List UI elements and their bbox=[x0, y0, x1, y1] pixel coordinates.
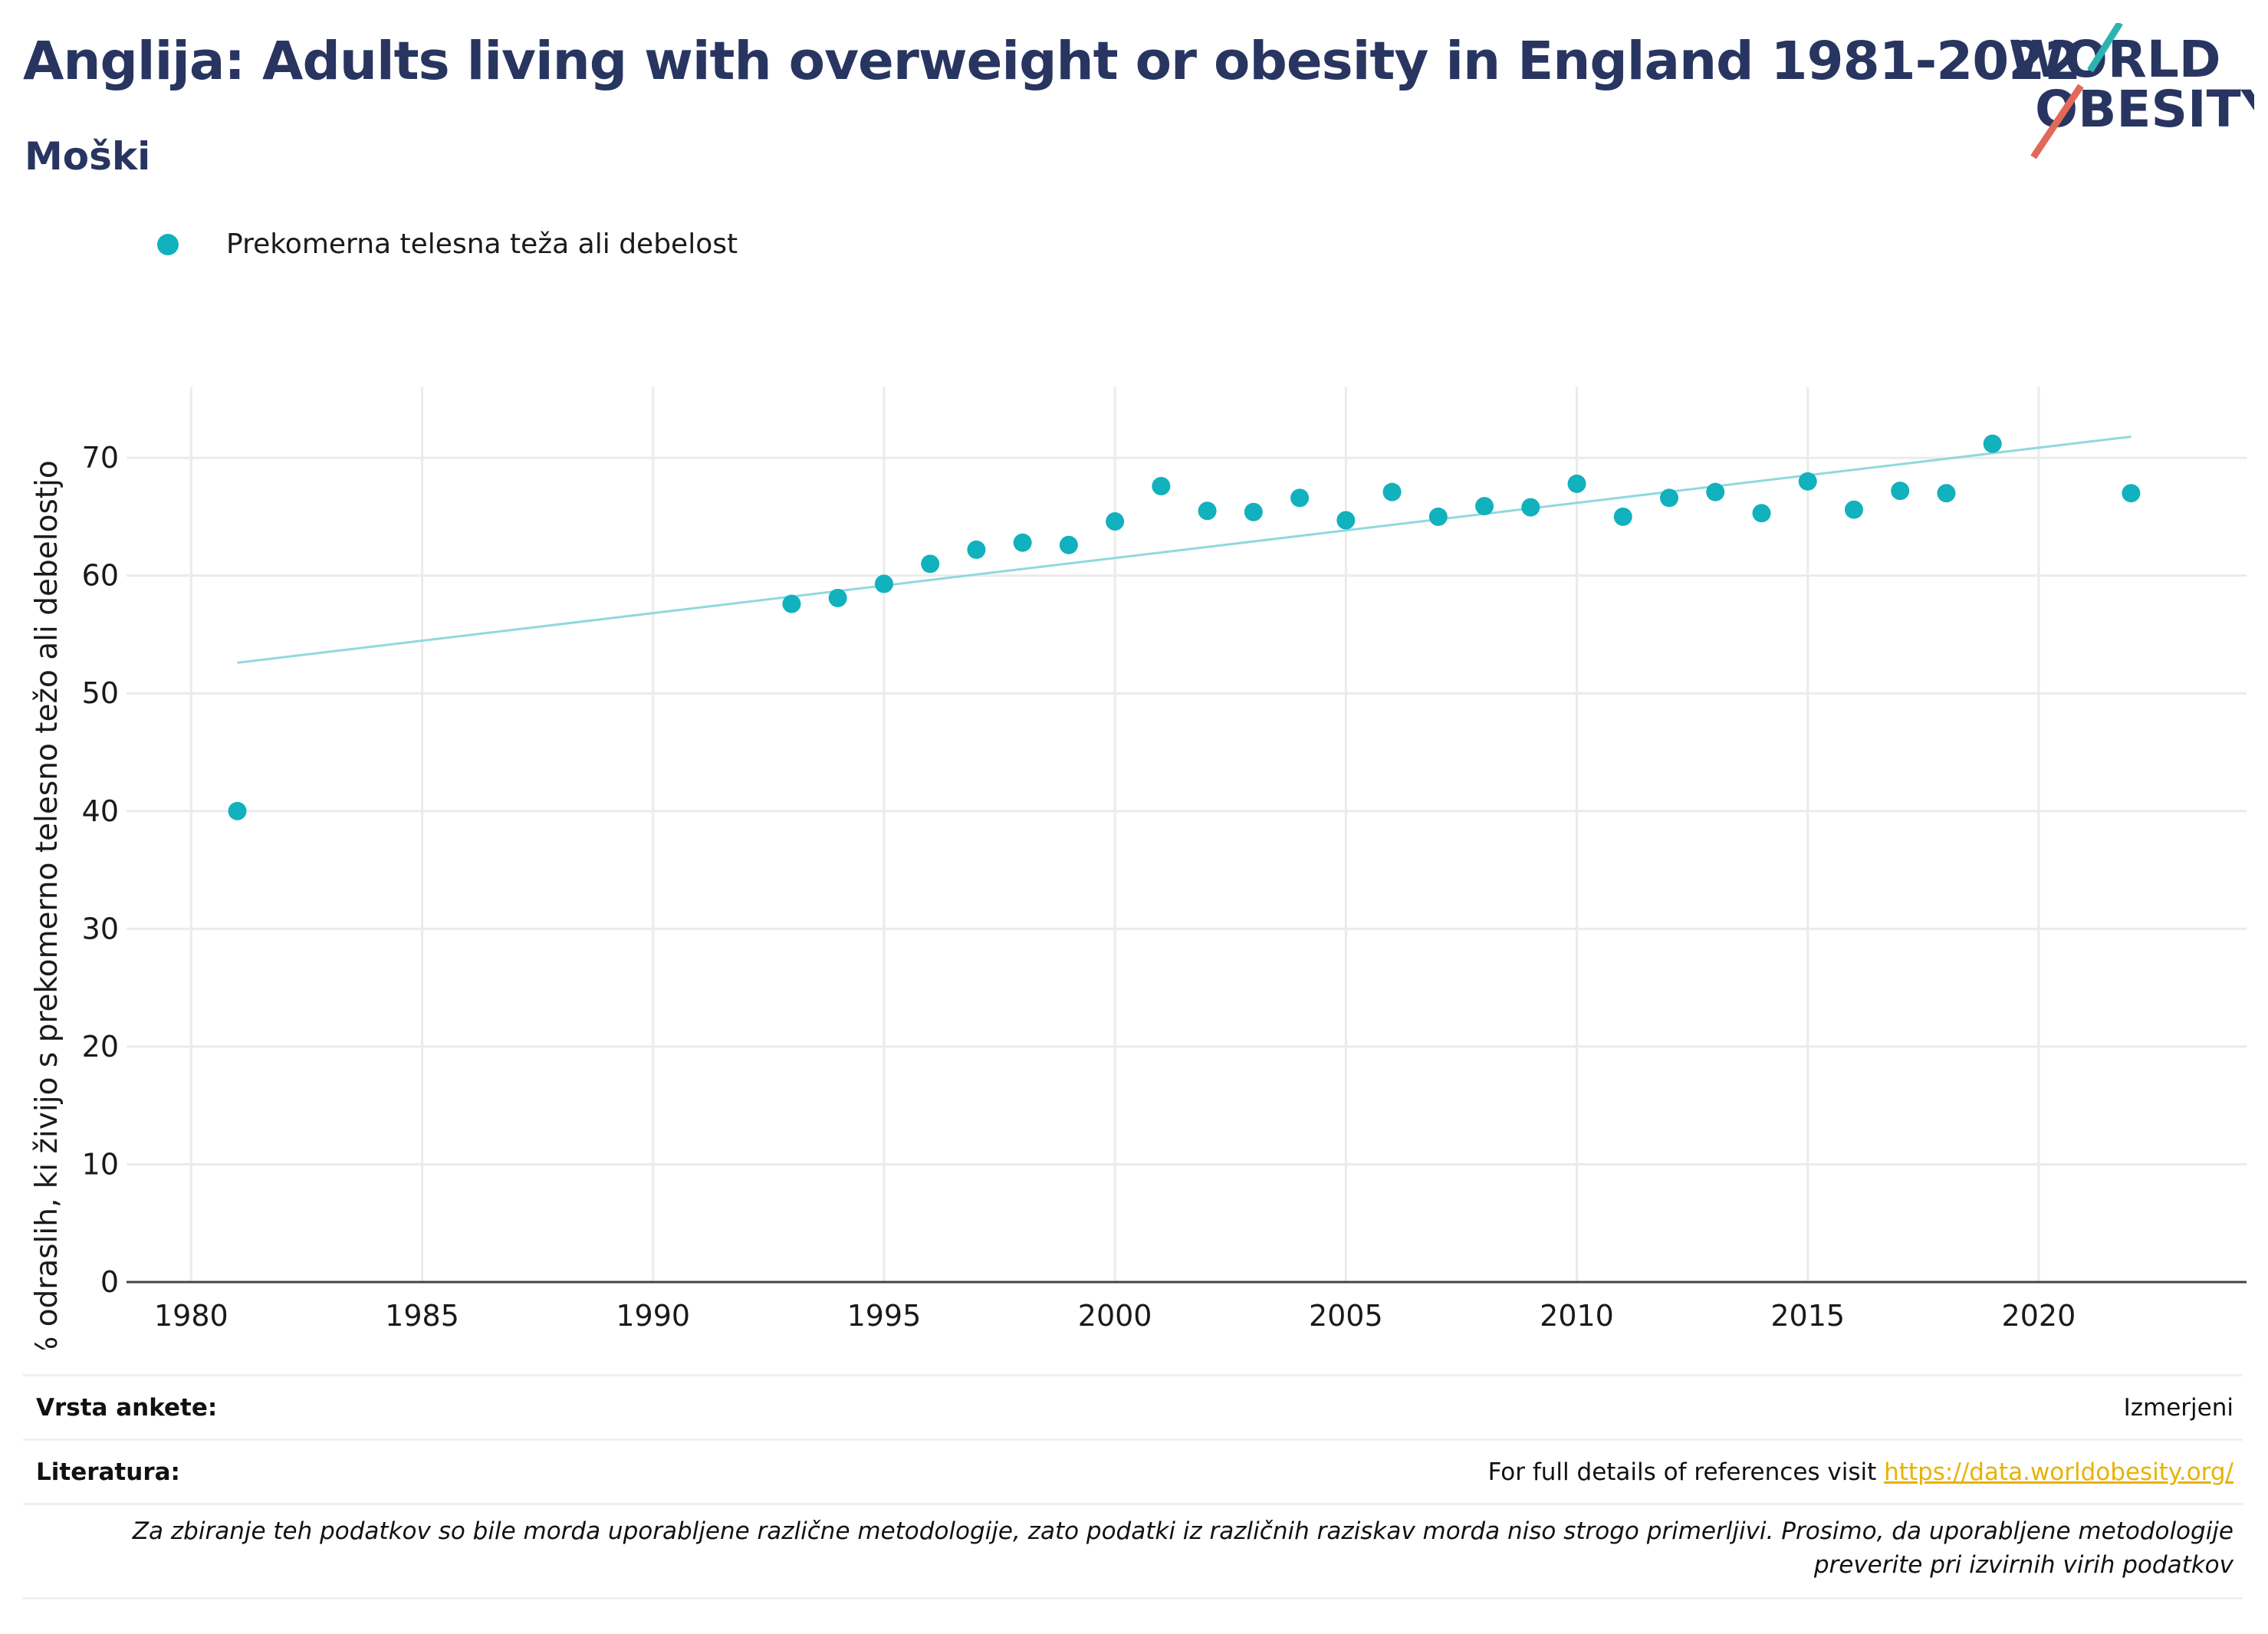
y-tick-label: 40 bbox=[82, 794, 119, 828]
data-point bbox=[1198, 501, 1217, 521]
x-tick-label: 1980 bbox=[154, 1299, 228, 1333]
data-point bbox=[1983, 434, 2002, 453]
data-point bbox=[1613, 507, 1632, 526]
y-tick-label: 10 bbox=[82, 1147, 119, 1181]
survey-type-value: Izmerjeni bbox=[2123, 1394, 2233, 1422]
references-link[interactable]: https://data.worldobesity.org/ bbox=[1884, 1458, 2233, 1486]
x-tick-label: 2000 bbox=[1078, 1299, 1152, 1333]
y-tick-label: 60 bbox=[82, 559, 119, 593]
chart-title: Anglija: Adults living with overweight o… bbox=[23, 31, 2081, 92]
data-point bbox=[1290, 488, 1310, 508]
x-tick-label: 1995 bbox=[847, 1299, 922, 1333]
chart-subtitle: Moški bbox=[25, 134, 151, 179]
x-tick-label: 2020 bbox=[2002, 1299, 2076, 1333]
survey-type-label: Vrsta ankete: bbox=[36, 1394, 218, 1422]
grid-lines bbox=[127, 387, 2247, 1282]
data-point bbox=[1428, 507, 1448, 526]
footer-divider-low bbox=[23, 1503, 2243, 1505]
x-tick-label: 2005 bbox=[1309, 1299, 1383, 1333]
x-tick-label: 2015 bbox=[1770, 1299, 1845, 1333]
references-value: For full details of references visit htt… bbox=[1488, 1458, 2233, 1486]
data-point bbox=[1059, 535, 1078, 554]
legend-marker bbox=[157, 233, 179, 255]
data-point bbox=[1106, 512, 1125, 531]
x-tick-label: 1990 bbox=[616, 1299, 690, 1333]
data-point bbox=[1521, 498, 1540, 517]
trend-line bbox=[237, 436, 2132, 664]
y-tick-label: 30 bbox=[82, 912, 119, 945]
footer-divider-mid bbox=[23, 1438, 2243, 1441]
y-axis-label: % odraslih, ki živijo s prekomerno teles… bbox=[30, 460, 64, 1350]
logo-line-2: OBESITY bbox=[2035, 80, 2254, 139]
chart-legend: Prekomerna telesna teža ali debelost bbox=[157, 228, 738, 260]
data-point bbox=[1891, 482, 1910, 501]
data-point bbox=[1336, 511, 1356, 530]
data-point bbox=[828, 588, 847, 607]
data-point bbox=[1844, 500, 1863, 519]
x-tick-label: 2010 bbox=[1540, 1299, 1614, 1333]
data-point bbox=[782, 594, 801, 613]
data-point bbox=[2122, 484, 2141, 503]
data-point bbox=[1660, 488, 1679, 508]
data-point bbox=[921, 554, 940, 574]
y-tick-label: 50 bbox=[82, 676, 119, 710]
data-point bbox=[1152, 476, 1171, 495]
axes: 1980 1985 1990 1995 2000 2005 2010 2015 2020 0 10 2… bbox=[82, 441, 2247, 1333]
data-point bbox=[967, 540, 986, 559]
data-point bbox=[1937, 484, 1956, 503]
data-point bbox=[1706, 482, 1725, 501]
references-label: Literatura: bbox=[36, 1458, 180, 1486]
data-point bbox=[1752, 504, 1771, 523]
logo-line-1: WORLD bbox=[2009, 30, 2221, 89]
world-obesity-logo: WORLD OBESITY bbox=[2009, 23, 2254, 159]
logo-slash-red bbox=[2030, 84, 2084, 159]
y-tick-label: 20 bbox=[82, 1030, 119, 1064]
logo-slash-teal bbox=[2087, 23, 2123, 73]
x-tick-label: 1985 bbox=[385, 1299, 459, 1333]
legend-label: Prekomerna telesna teža ali debelost bbox=[226, 228, 738, 260]
methodology-note: Za zbiranje teh podatkov so bile morda u… bbox=[132, 1517, 2233, 1579]
scatter-chart: 1980 1985 1990 1995 2000 2005 2010 2015 2020 0 10 2… bbox=[30, 387, 2247, 1350]
footer-divider-bottom bbox=[23, 1597, 2243, 1599]
data-point bbox=[1475, 497, 1494, 516]
data-point bbox=[1567, 474, 1586, 493]
y-tick-label: 0 bbox=[100, 1265, 119, 1299]
data-point bbox=[228, 801, 247, 820]
data-point bbox=[1798, 472, 1817, 491]
y-tick-label: 70 bbox=[82, 441, 119, 475]
references-text: For full details of references visit bbox=[1487, 1458, 1885, 1486]
data-point bbox=[1244, 502, 1263, 521]
data-point bbox=[1382, 482, 1402, 501]
data-point bbox=[1013, 533, 1032, 552]
data-point bbox=[874, 574, 893, 593]
data-points bbox=[228, 434, 2141, 820]
footer-divider-top bbox=[23, 1374, 2243, 1376]
trend-line-group bbox=[237, 436, 2132, 664]
